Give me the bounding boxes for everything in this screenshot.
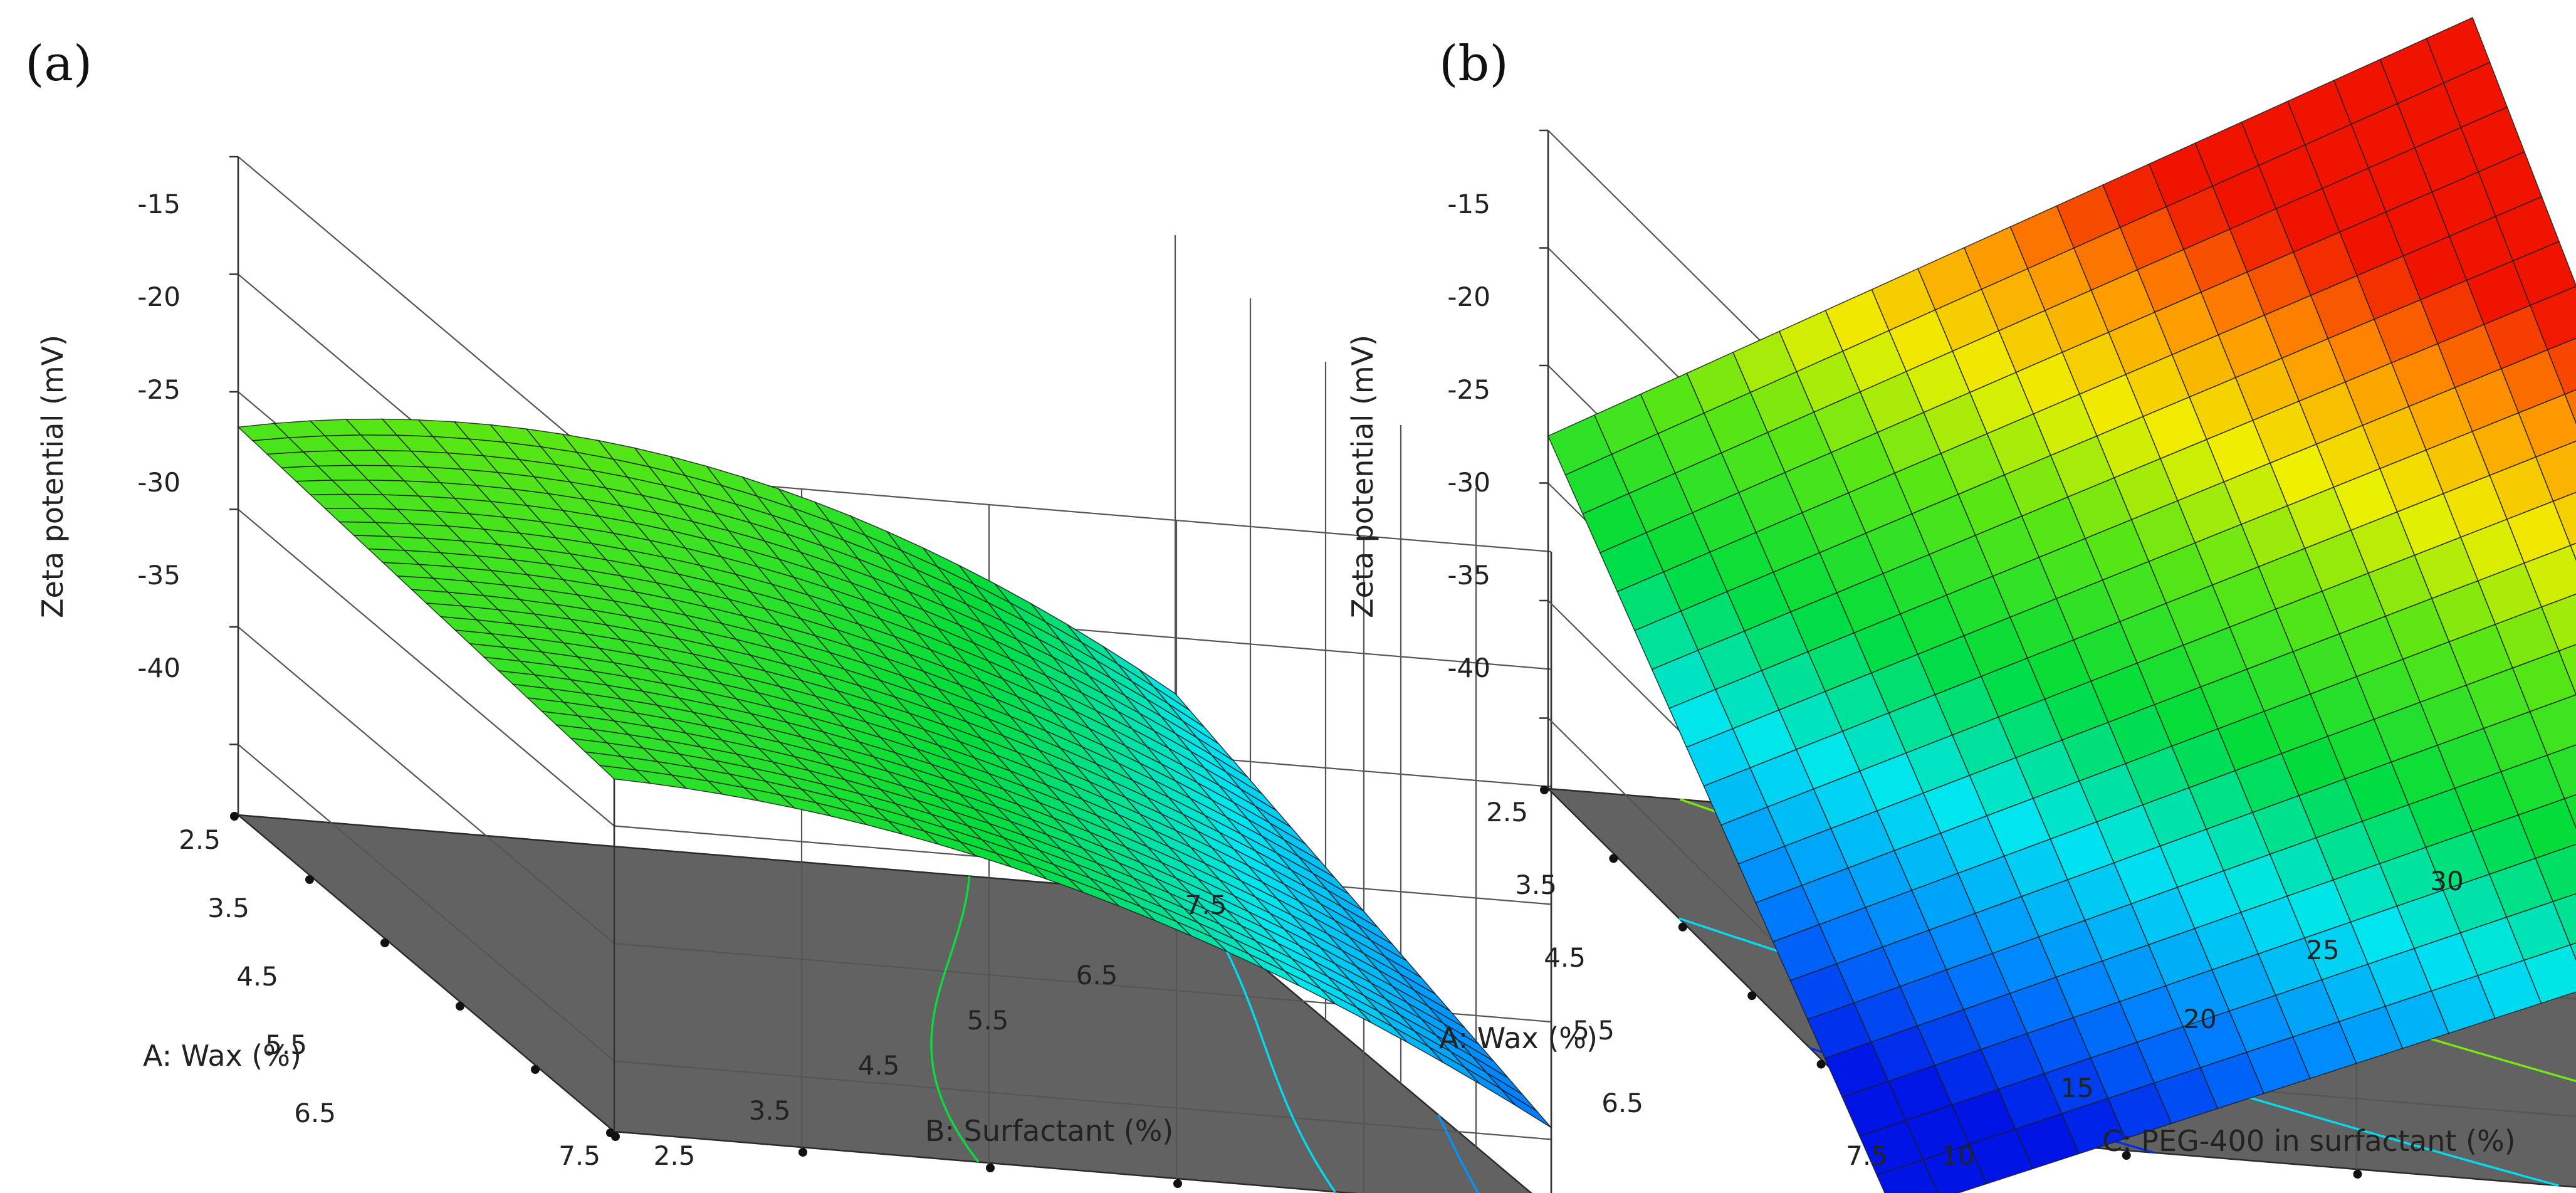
panel-a-label: (a) [25, 36, 92, 92]
a-axis2-tick-dot [611, 1132, 620, 1141]
b-z-title: Zeta potential (mV) [1346, 335, 1380, 618]
a-surface-cell [237, 423, 290, 441]
b-wax-tick-0: 2.5 [1486, 797, 1528, 828]
panel-b: (b) -15 -20 -25 -30 -35 -40 2.5 3.5 4.5 … [1346, 16, 2576, 1193]
panel-b-surface [1547, 16, 2576, 1193]
b-peg-tick-4: 30 [2430, 866, 2463, 896]
a-axis2-tick-dot [1173, 1179, 1182, 1188]
b-axis1-tick-dot [1816, 1059, 1826, 1069]
b-peg-title: C: PEG-400 in surfactant (%) [2102, 1124, 2516, 1158]
a-axis2-tick-dot [986, 1164, 995, 1172]
a-z-tick-0: -15 [137, 189, 181, 219]
a-wax-title: A: Wax (%) [143, 1039, 301, 1073]
a-axis1-tick-dot [531, 1065, 540, 1074]
b-z-tick-0: -15 [1447, 189, 1490, 219]
a-surface-cell [1500, 1088, 1552, 1128]
a-z-tick-4: -35 [137, 560, 181, 591]
panel-a-surface [237, 418, 1552, 1128]
a-z-tick-3: -30 [137, 467, 181, 498]
a-axis1-tick-dot [456, 1002, 464, 1011]
b-peg-tick-3: 25 [2306, 935, 2339, 965]
a-axis1-tick-dot [380, 938, 389, 947]
a-surf-tick-5: 7.5 [1185, 890, 1227, 920]
b-z-tick-1: -20 [1447, 281, 1490, 312]
a-wax-tick-1: 3.5 [207, 893, 249, 923]
b-surface-cell [1547, 414, 1613, 476]
a-wax-tick-0: 2.5 [179, 824, 221, 855]
a-wax-tick-5: 7.5 [558, 1140, 600, 1171]
a-surf-title: B: Surfactant (%) [925, 1114, 1173, 1148]
b-wax-title: A: Wax (%) [1439, 1021, 1598, 1055]
a-axis1-tick-dot [230, 812, 239, 821]
a-wax-tick-2: 4.5 [236, 961, 278, 992]
a-z-tick-5: -40 [137, 653, 181, 683]
b-z-tick-4: -35 [1447, 560, 1490, 591]
b-z-tick-5: -40 [1447, 653, 1490, 683]
b-axis1-tick-dot [1678, 922, 1687, 932]
panel-a-contours [930, 876, 1480, 1193]
a-wax-tick-4: 6.5 [294, 1098, 336, 1128]
b-peg-tick-2: 20 [2183, 1004, 2216, 1034]
b-z-tick-2: -25 [1447, 374, 1490, 405]
b-axis1-tick-dot [1609, 854, 1618, 863]
panel-a: (a) -15 -20 -25 -30 -35 -40 2.5 3.5 4.5 … [25, 36, 1552, 1193]
a-contour-line-3 [1437, 1114, 1480, 1193]
panel-a-ticks: -15 -20 -25 -30 -35 -40 2.5 3.5 4.5 5.5 … [36, 189, 1227, 1171]
b-wax-tick-1: 3.5 [1515, 870, 1557, 900]
a-surf-tick-3: 5.5 [967, 1005, 1009, 1036]
panel-b-ticks: -15 -20 -25 -30 -35 -40 2.5 3.5 4.5 5.5 … [1346, 189, 2516, 1171]
a-wax-tick-3: 5.5 [265, 1029, 307, 1060]
a-z-tick-2: -25 [137, 374, 181, 405]
a-surf-tick-0: 2.5 [654, 1140, 696, 1171]
a-z-title: Zeta potential (mV) [36, 335, 70, 618]
a-surf-tick-2: 4.5 [858, 1050, 900, 1081]
b-axis2-tick-dot [2122, 1151, 2131, 1160]
a-surf-tick-1: 3.5 [749, 1095, 791, 1126]
b-wax-tick-3: 5.5 [1573, 1015, 1615, 1046]
b-axis1-tick-dot [1747, 991, 1757, 1001]
a-z-tick-1: -20 [137, 281, 181, 312]
b-peg-tick-1: 15 [2060, 1073, 2093, 1103]
panel-b-label: (b) [1439, 36, 1509, 92]
b-wax-tick-4: 6.5 [1601, 1088, 1643, 1118]
a-axis2-tick-dot [798, 1148, 807, 1157]
b-wax-tick-2: 4.5 [1544, 942, 1586, 973]
b-peg-tick-0: 10 [1941, 1140, 1974, 1171]
a-surf-tick-4: 6.5 [1076, 960, 1118, 991]
a-floor-plane [236, 814, 1532, 1193]
b-wax-tick-5: 7.5 [1846, 1140, 1888, 1171]
a-contour-line-1 [930, 876, 980, 1163]
b-axis2-tick-dot [2353, 1170, 2362, 1179]
a-axis1-tick-dot [305, 875, 314, 884]
b-z-tick-3: -30 [1447, 467, 1490, 498]
b-axis1-tick-dot [1540, 786, 1549, 794]
panel-a-floor [230, 812, 1532, 1193]
